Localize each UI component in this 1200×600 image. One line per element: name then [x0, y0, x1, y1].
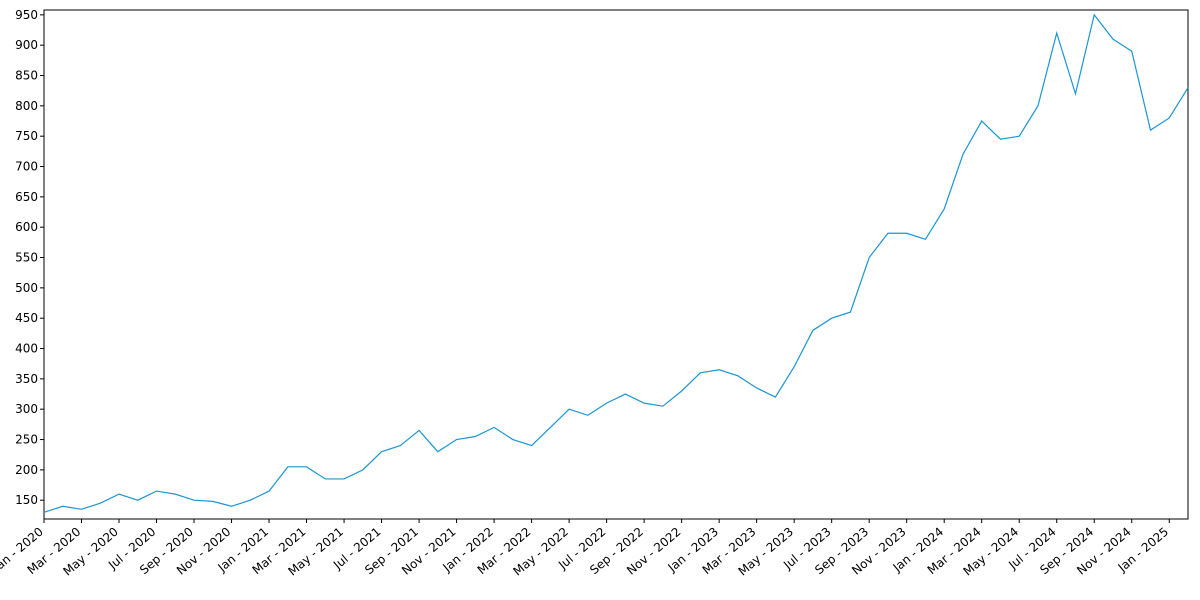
y-tick-label: 650: [15, 190, 38, 204]
y-tick-label: 900: [15, 38, 38, 52]
y-tick-label: 400: [15, 342, 38, 356]
y-tick-label: 350: [15, 372, 38, 386]
y-tick-label: 850: [15, 69, 38, 83]
y-tick-label: 300: [15, 402, 38, 416]
y-tick-label: 600: [15, 220, 38, 234]
plot-frame: [43, 9, 1189, 520]
price-line: [43, 13, 1189, 513]
y-tick-label: 500: [15, 281, 38, 295]
y-tick-label: 200: [15, 463, 38, 477]
y-tick-label: 250: [15, 433, 38, 447]
y-tick-label: 950: [15, 8, 38, 22]
y-tick-label: 750: [15, 129, 38, 143]
y-tick-label: 450: [15, 311, 38, 325]
y-tick-label: 700: [15, 160, 38, 174]
y-tick-label: 550: [15, 251, 38, 265]
y-tick-label: 150: [15, 493, 38, 507]
y-tick-label: 800: [15, 99, 38, 113]
